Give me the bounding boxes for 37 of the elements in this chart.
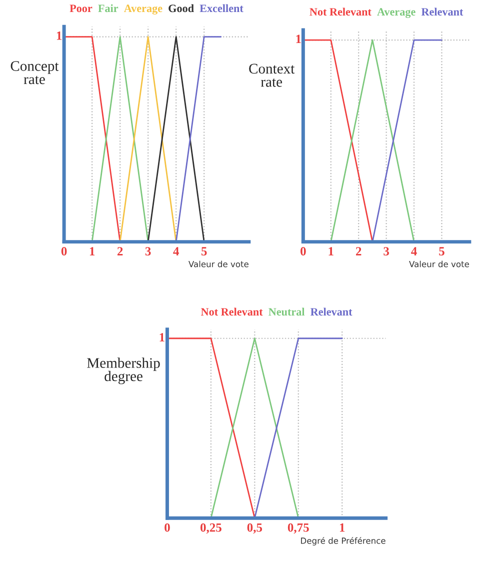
y-axis-title: Membership degree [87, 358, 160, 384]
x-axis-title: Valeur de vote [188, 260, 248, 268]
text: 1 [160, 333, 164, 342]
y-axis-title: Context rate [249, 64, 295, 87]
x-tick-label: 0,75 [288, 523, 309, 534]
x-tick-label: 0,25 [200, 523, 222, 534]
text: 1 [296, 34, 301, 44]
text: Not Relevant [200, 308, 263, 316]
x-tick-label: 4 [173, 247, 179, 256]
x-tick-label: 0 [61, 247, 67, 256]
text: Not Relevant [310, 8, 372, 16]
text: 1 [56, 32, 62, 40]
x-tick-label: 0 [300, 247, 306, 256]
x-tick-label: 1 [90, 247, 95, 256]
text: Good [168, 4, 194, 12]
text: Relevant [421, 8, 464, 16]
text: Neutral [268, 308, 305, 316]
y-axis-title: Concept rate [10, 61, 59, 84]
text: Excellent [200, 4, 244, 12]
x-tick-label: 3 [384, 247, 390, 256]
x-axis-title: Degré de Préférence [301, 537, 386, 546]
x-tick-label: 3 [145, 247, 151, 256]
x-tick-label: 1 [340, 523, 345, 532]
x-tick-label: 0 [164, 523, 170, 532]
text: Poor [70, 4, 92, 12]
x-tick-label: 5 [439, 247, 444, 256]
x-tick-label: 5 [201, 247, 207, 256]
x-tick-label: 1 [328, 247, 334, 256]
text: Average [377, 8, 416, 18]
x-axis-title: Valeur de vote [409, 260, 469, 268]
x-tick-label: 2 [356, 247, 362, 256]
text: Fair [98, 4, 118, 12]
x-tick-label: 0,5 [247, 523, 262, 534]
text: Average [124, 4, 162, 14]
x-tick-label: 2 [117, 247, 123, 256]
x-tick-label: 4 [411, 247, 417, 256]
text: Relevant [310, 308, 352, 316]
